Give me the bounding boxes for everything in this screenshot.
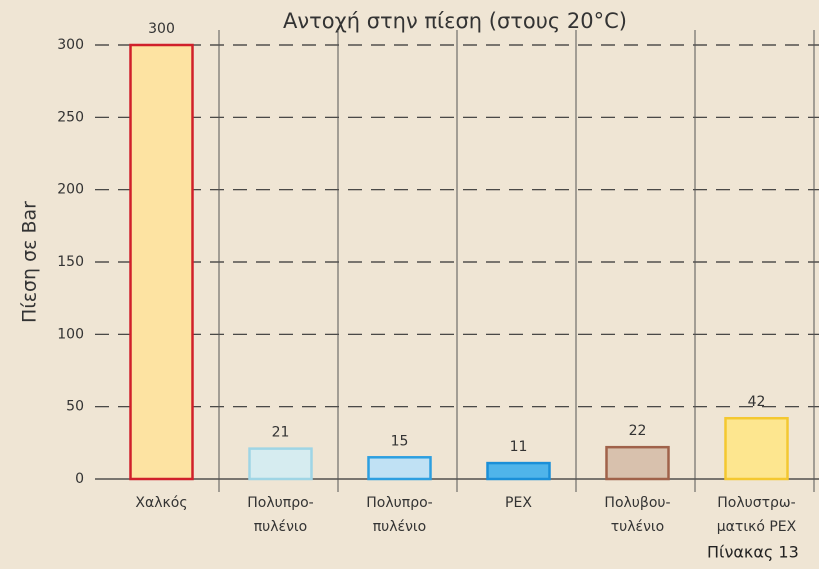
bar [605, 445, 670, 481]
y-tick-label: 250 [57, 109, 84, 125]
y-tick-label: 200 [57, 182, 84, 198]
caption: Πίνακας 13 [707, 543, 799, 562]
x-tick-label: PEX [505, 495, 532, 511]
bar [129, 43, 194, 481]
value-label: 42 [748, 394, 766, 410]
bar [486, 461, 551, 481]
x-tick-label: πυλένιο [254, 519, 308, 535]
y-axis-label: Πίεση σε Bar [19, 201, 41, 323]
x-tick-label: Πολυβου- [604, 495, 670, 511]
x-tick-label: ματικό PEX [717, 519, 797, 535]
bar [367, 456, 432, 481]
y-tick-label: 100 [57, 326, 84, 342]
y-tick-label: 0 [75, 471, 84, 487]
bar [724, 416, 789, 481]
x-tick-label: τυλένιο [611, 519, 665, 535]
value-label: 15 [391, 433, 409, 449]
y-tick-label: 50 [66, 399, 84, 415]
y-tick-label: 150 [57, 254, 84, 270]
value-label: 11 [510, 439, 528, 455]
value-label: 300 [148, 21, 175, 37]
x-tick-label: Πολυπρο- [247, 495, 313, 511]
value-label: 21 [272, 425, 290, 441]
x-tick-label: πυλένιο [373, 519, 427, 535]
x-tick-label: Πολυπρο- [366, 495, 432, 511]
chart-title: Αντοχή στην πίεση (στους 20°C) [283, 9, 627, 33]
value-label: 22 [629, 423, 647, 439]
bar [248, 447, 313, 481]
y-tick-label: 300 [57, 37, 84, 53]
x-tick-label: Χαλκός [135, 495, 187, 511]
x-tick-label: Πολυστρω- [717, 495, 795, 511]
